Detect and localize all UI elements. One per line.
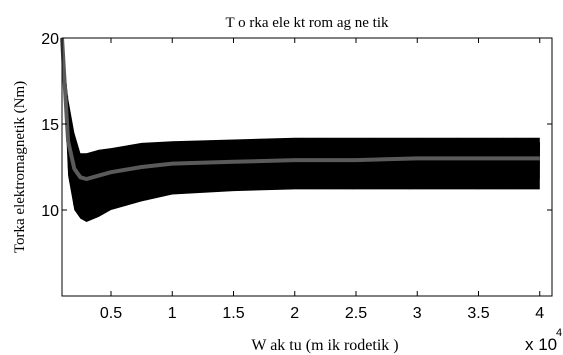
x-axis-multiplier: x 10 xyxy=(525,335,557,354)
mean-torque-line xyxy=(60,37,540,181)
y-axis-label: Torka elektromagnetik (Nm) xyxy=(12,81,28,253)
x-tick-label: 3 xyxy=(413,305,422,322)
x-tick-label: 3.5 xyxy=(467,305,489,322)
mean-torque-layer xyxy=(60,37,540,181)
x-axis-ticks: 0.5 1 1.5 2 2.5 3 3.5 4 xyxy=(100,38,544,322)
ripple-oscillation xyxy=(61,37,541,220)
x-tick-label: 4 xyxy=(535,305,544,322)
plot-frame xyxy=(61,37,553,297)
x-tick-label: 0.5 xyxy=(100,305,122,322)
x-tick-label: 2.5 xyxy=(345,305,367,322)
x-axis-multiplier-exponent: 4 xyxy=(556,327,562,339)
chart-title: T o rka ele kt rom ag ne tik xyxy=(225,15,389,31)
y-tick-label: 15 xyxy=(41,117,59,134)
y-tick-label: 10 xyxy=(41,203,59,220)
ripple-oscillation-layer xyxy=(61,37,541,220)
x-tick-label: 1.5 xyxy=(222,305,244,322)
y-axis-ticks: 10 15 20 xyxy=(41,31,552,220)
x-tick-label: 2 xyxy=(290,305,299,322)
y-tick-label: 20 xyxy=(41,31,59,48)
x-tick-label: 1 xyxy=(168,305,177,322)
x-axis-label: W ak tu (m ik rodetik ) xyxy=(251,337,398,354)
